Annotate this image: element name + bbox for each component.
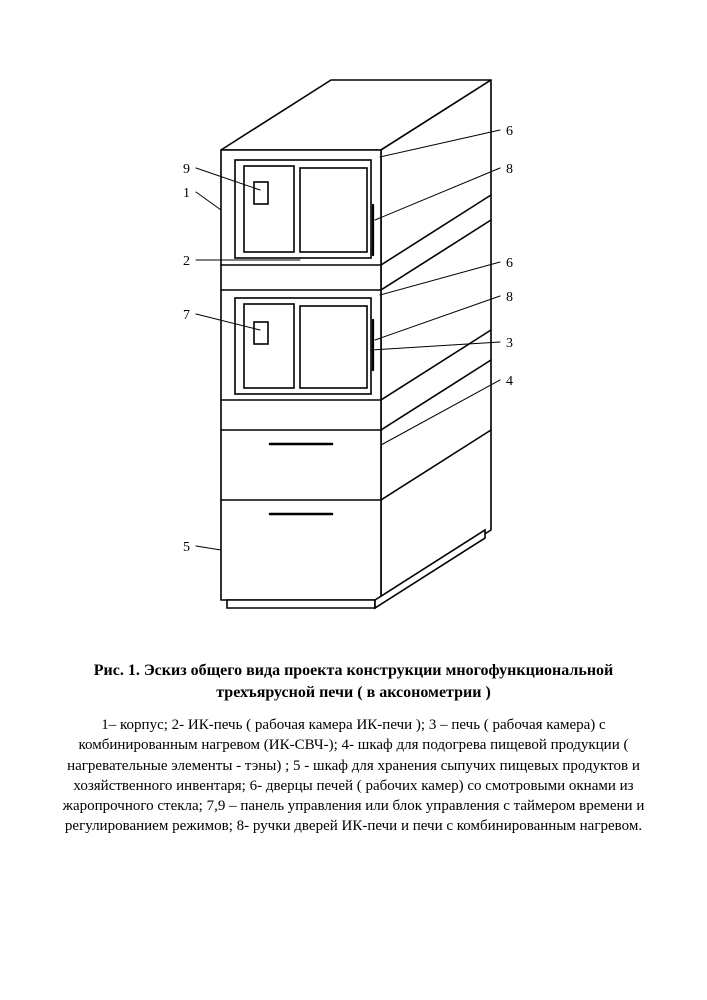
figure-legend: 1– корпус; 2- ИК-печь ( рабочая камера И… bbox=[60, 715, 647, 837]
figure-caption: Рис. 1. Эскиз общего вида проекта констр… bbox=[60, 660, 647, 703]
svg-text:1: 1 bbox=[183, 186, 190, 201]
svg-text:2: 2 bbox=[183, 254, 190, 269]
svg-text:7: 7 bbox=[183, 308, 190, 323]
svg-text:8: 8 bbox=[506, 290, 513, 305]
legend-text: 1– корпус; 2- ИК-печь ( рабочая камера И… bbox=[63, 717, 645, 834]
svg-text:4: 4 bbox=[506, 374, 513, 389]
svg-text:8: 8 bbox=[506, 162, 513, 177]
svg-text:6: 6 bbox=[506, 124, 513, 139]
svg-text:6: 6 bbox=[506, 256, 513, 271]
svg-text:3: 3 bbox=[506, 336, 513, 351]
oven-axon-diagram: 6 8 6 8 3 4 9 1 2 7 5 bbox=[0, 0, 707, 640]
caption-line1: Рис. 1. Эскиз общего вида проекта констр… bbox=[94, 662, 614, 679]
svg-text:9: 9 bbox=[183, 162, 190, 177]
page: 6 8 6 8 3 4 9 1 2 7 5 Рис. 1. Эскиз общего вида пр… bbox=[0, 0, 707, 1000]
diagram-container: 6 8 6 8 3 4 9 1 2 7 5 bbox=[0, 0, 707, 645]
svg-text:5: 5 bbox=[183, 540, 190, 555]
caption-line2: трехъярусной печи ( в аксонометрии ) bbox=[216, 684, 491, 701]
